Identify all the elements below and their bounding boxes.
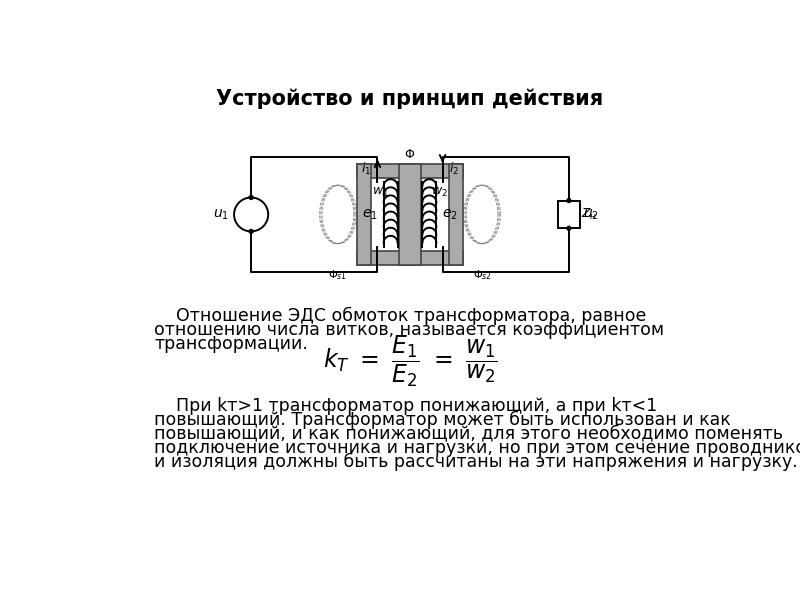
Text: $\Phi_{s1}$: $\Phi_{s1}$ — [328, 268, 347, 282]
Text: повышающий. Трансформатор может быть использован и как: повышающий. Трансформатор может быть исп… — [154, 411, 731, 429]
Text: При kт>1 трансформатор понижающий, а при kт<1: При kт>1 трансформатор понижающий, а при… — [154, 397, 658, 415]
Text: $w_2$: $w_2$ — [431, 186, 448, 199]
Bar — [399, 164, 421, 265]
Circle shape — [567, 226, 571, 230]
Bar — [358, 251, 462, 265]
Text: Отношение ЭДС обмоток трансформатора, равное: Отношение ЭДС обмоток трансформатора, ра… — [154, 307, 646, 325]
Text: отношению числа витков, называется коэффициентом: отношению числа витков, называется коэфф… — [154, 321, 664, 339]
Text: $e_2$: $e_2$ — [442, 207, 458, 221]
Bar — [358, 164, 462, 178]
Text: и изоляция должны быть рассчитаны на эти напряжения и нагрузку.: и изоляция должны быть рассчитаны на эти… — [154, 452, 798, 470]
Bar — [449, 164, 462, 265]
Text: $w_1$: $w_1$ — [372, 186, 389, 199]
Text: подключение источника и нагрузки, но при этом сечение проводников: подключение источника и нагрузки, но при… — [154, 439, 800, 457]
Text: $e_1$: $e_1$ — [362, 207, 378, 221]
Text: повышающий, и как понижающий, для этого необходимо поменять: повышающий, и как понижающий, для этого … — [154, 425, 783, 443]
Text: $Z_н$: $Z_н$ — [582, 207, 598, 222]
Text: трансформации.: трансформации. — [154, 335, 308, 353]
Text: $u_1$: $u_1$ — [214, 207, 230, 221]
Circle shape — [567, 199, 571, 203]
Bar — [358, 164, 371, 265]
Text: $u_2$: $u_2$ — [583, 207, 599, 221]
Text: $i_2$: $i_2$ — [449, 161, 459, 176]
Circle shape — [249, 196, 253, 199]
Text: $i_1$: $i_1$ — [361, 161, 371, 176]
Text: $k_T \ = \ \dfrac{E_1}{E_2} \ = \ \dfrac{w_1}{w_2}$: $k_T \ = \ \dfrac{E_1}{E_2} \ = \ \dfrac… — [322, 333, 498, 389]
Bar — [558, 200, 580, 229]
Circle shape — [249, 229, 253, 233]
Text: $\Phi$: $\Phi$ — [405, 148, 415, 161]
Text: Устройство и принцип действия: Устройство и принцип действия — [216, 89, 604, 109]
Text: $\Phi_{s2}$: $\Phi_{s2}$ — [473, 268, 492, 282]
